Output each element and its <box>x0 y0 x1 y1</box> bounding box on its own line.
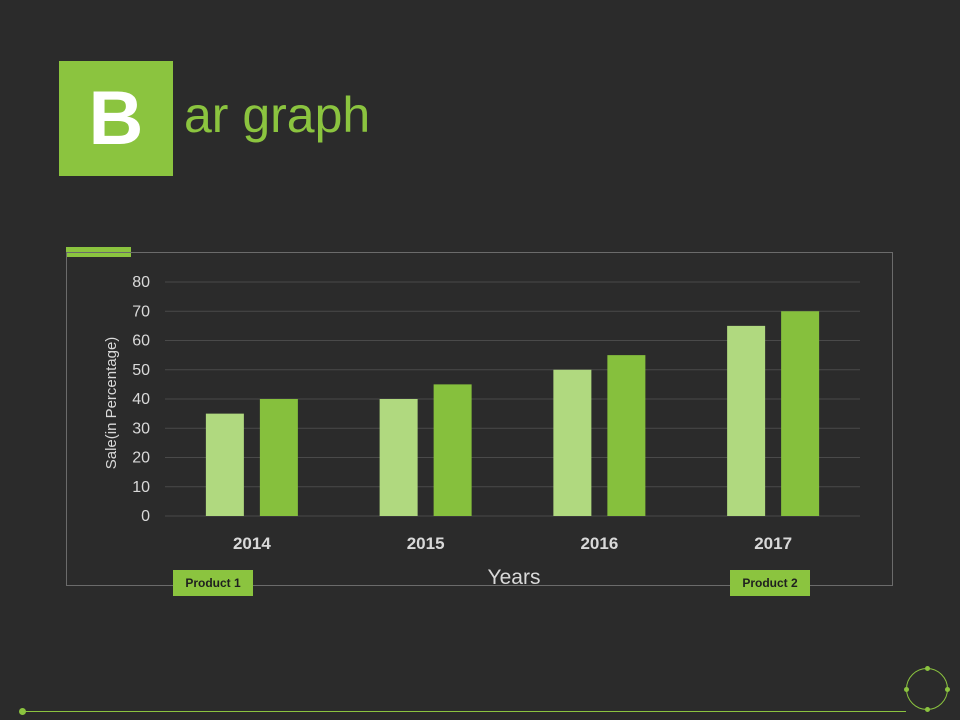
x-tick-label: 2014 <box>233 534 271 553</box>
title-initial-box: B <box>59 61 173 176</box>
ring-dot-left <box>904 687 909 692</box>
y-tick-label: 20 <box>132 450 150 467</box>
legend-product-1: Product 1 <box>173 570 253 596</box>
bar-product-2-2014 <box>259 399 298 516</box>
x-tick-label: 2017 <box>754 534 792 553</box>
y-tick-label: 60 <box>132 333 150 350</box>
legend-product-2: Product 2 <box>730 570 810 596</box>
page-title: ar graph <box>184 87 371 143</box>
ring-dot-right <box>945 687 950 692</box>
footer-line <box>22 711 906 712</box>
x-tick-label: 2016 <box>580 534 618 553</box>
ring-dot-bottom <box>925 707 930 712</box>
footer-ring-icon <box>904 666 950 712</box>
bar-product-1-2016 <box>553 369 592 516</box>
x-axis-label: Years <box>488 566 541 589</box>
y-tick-label: 40 <box>132 391 150 408</box>
y-axis-label: Sale(in Percentage) <box>103 337 120 470</box>
title-initial-letter: B <box>88 75 144 161</box>
footer-dot <box>19 708 26 715</box>
bar-product-2-2016 <box>607 355 646 516</box>
bar-product-2-2015 <box>433 384 472 516</box>
y-tick-label: 30 <box>132 420 150 437</box>
bar-product-1-2015 <box>379 399 418 516</box>
y-tick-label: 0 <box>141 508 150 525</box>
y-tick-label: 10 <box>132 479 150 496</box>
bar-product-2-2017 <box>781 311 820 516</box>
y-tick-label: 50 <box>132 362 150 379</box>
y-tick-label: 80 <box>132 274 150 291</box>
bar-product-1-2014 <box>205 413 244 516</box>
y-tick-label: 70 <box>132 303 150 320</box>
chart-frame <box>66 252 893 586</box>
bar-product-1-2017 <box>727 325 766 516</box>
x-tick-label: 2015 <box>407 534 445 553</box>
ring-dot-top <box>925 666 930 671</box>
